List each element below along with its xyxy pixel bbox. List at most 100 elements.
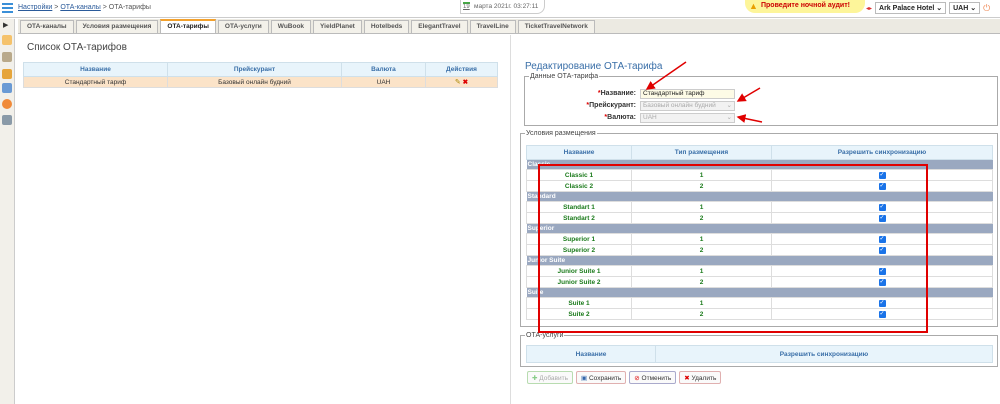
plus-icon: ✚ xyxy=(532,375,538,382)
home-icon[interactable] xyxy=(2,35,12,45)
cancel-label: Отменить xyxy=(641,375,672,382)
pricelist-label: *Прейскурант: xyxy=(586,102,636,109)
chart-icon[interactable] xyxy=(2,83,12,93)
sync-checkbox[interactable]: ✓ xyxy=(878,172,886,179)
sync-checkbox[interactable]: ✓ xyxy=(878,268,886,275)
services-legend: ОТА-услуги xyxy=(526,332,564,339)
date-display: 19 марта 2021г. 03:27:11 xyxy=(460,0,545,14)
sync-checkbox[interactable]: ✓ xyxy=(878,215,886,222)
breadcrumb-ota-channels[interactable]: ОТА-каналы xyxy=(60,4,101,11)
chat-icon[interactable] xyxy=(2,99,12,109)
save-button[interactable]: ▣ Сохранить xyxy=(576,371,627,384)
rate-data-fieldset: Данные ОТА-тарифа xyxy=(524,73,998,126)
breadcrumb-settings[interactable]: Настройки xyxy=(18,4,53,11)
group-row: Superior xyxy=(526,223,993,234)
delete-label: Удалить xyxy=(691,375,717,382)
settings-icon[interactable] xyxy=(2,115,12,125)
sync-checkbox[interactable]: ✓ xyxy=(878,183,886,190)
table-row: Classic 1 1 ✓ xyxy=(526,169,993,181)
table-header: Название Тип размещения Разрешить синхро… xyxy=(526,145,993,160)
delete-icon[interactable]: ✖ xyxy=(462,79,469,86)
header-controls: ◂▸ Ark Palace Hotel ⌄ UAH ⌄ ⏻ xyxy=(866,2,990,14)
tab-9[interactable]: TicketTravelNetwork xyxy=(517,20,595,33)
tab-8[interactable]: TravelLine xyxy=(469,20,516,33)
sync-checkbox[interactable]: ✓ xyxy=(878,311,886,318)
group-row: Junior Suite xyxy=(526,255,993,266)
ota-rates-table: Название Прейскурант Валюта Действия Ста… xyxy=(23,62,498,88)
sync-cell: ✓ xyxy=(771,180,993,192)
services-table: Название Разрешить синхронизацию xyxy=(526,345,993,363)
power-icon[interactable]: ⏻ xyxy=(983,2,991,13)
tab-2[interactable]: ОТА-тарифы xyxy=(160,19,216,33)
cancel-icon: ⊘ xyxy=(634,375,640,382)
expand-icon[interactable]: ▶ xyxy=(3,22,9,29)
room-type: 2 xyxy=(631,276,772,288)
tab-3[interactable]: ОТА-услуги xyxy=(217,20,269,33)
currency-value: UAH xyxy=(643,114,657,121)
currency-field-select[interactable]: UAH ⌄ xyxy=(640,113,735,123)
calendar-icon[interactable]: 19 xyxy=(463,2,470,10)
sync-checkbox[interactable]: ✓ xyxy=(878,279,886,286)
rate-data-legend: Данные ОТА-тарифа xyxy=(530,73,599,80)
cancel-button[interactable]: ⊘ Отменить xyxy=(629,371,677,384)
chevron-down-icon: ⌄ xyxy=(726,114,732,121)
rate-currency: UAH xyxy=(341,76,426,88)
table-row[interactable]: Стандартный тариф Базовый онлайн будний … xyxy=(23,76,498,88)
breadcrumb-separator: > xyxy=(100,4,109,11)
col-type: Тип размещения xyxy=(631,145,772,160)
table-header: Название Разрешить синхронизацию xyxy=(526,345,993,363)
tools-icon[interactable] xyxy=(2,52,12,62)
tab-bar: ОТА-каналы Условия размещения ОТА-тарифы ОТ… xyxy=(18,19,1000,34)
hotel-select-value: Ark Palace Hotel xyxy=(879,5,935,12)
tab-0[interactable]: ОТА-каналы xyxy=(20,20,74,33)
tab-7[interactable]: ElegantTravel xyxy=(411,20,468,33)
col-pricelist: Прейскурант xyxy=(167,62,342,77)
col-sync: Разрешить синхронизацию xyxy=(655,345,993,363)
group-row: Suite xyxy=(526,287,993,298)
conditions-fieldset: Условия размещения xyxy=(520,130,998,327)
add-button[interactable]: ✚ Добавить xyxy=(527,371,573,384)
table-row: Standart 2 2 ✓ xyxy=(526,212,993,224)
sync-cell: ✓ xyxy=(771,308,993,320)
tab-1[interactable]: Условия размещения xyxy=(75,20,159,33)
name-label-text: Название: xyxy=(600,90,636,97)
sync-checkbox[interactable]: ✓ xyxy=(878,300,886,307)
menu-icon[interactable] xyxy=(2,3,13,13)
currency-label-text: Валюта: xyxy=(607,114,636,121)
tab-4[interactable]: WuBook xyxy=(270,20,312,33)
group-name: Superior xyxy=(526,223,993,234)
currency-select[interactable]: UAH ⌄ xyxy=(949,2,981,14)
room-type: 2 xyxy=(631,212,772,224)
sync-checkbox[interactable]: ✓ xyxy=(878,247,886,254)
pricelist-select[interactable]: Базовый онлайн будний ⌄ xyxy=(640,101,735,111)
document-icon[interactable] xyxy=(2,69,12,79)
tab-6[interactable]: Hotelbeds xyxy=(363,20,410,33)
date-text: марта 2021г. 03:27:11 xyxy=(474,3,539,10)
delete-button[interactable]: ✖ Удалить xyxy=(679,371,722,384)
col-sync: Разрешить синхронизацию xyxy=(771,145,993,160)
table-row: Junior Suite 2 2 ✓ xyxy=(526,276,993,288)
table-header: Название Прейскурант Валюта Действия xyxy=(23,62,498,77)
table-row: Classic 2 2 ✓ xyxy=(526,180,993,192)
sync-cell: ✓ xyxy=(771,276,993,288)
group-name: Standard xyxy=(526,191,993,202)
hotel-select[interactable]: Ark Palace Hotel ⌄ xyxy=(875,2,947,14)
night-audit-alert[interactable]: ▲ Проведите ночной аудит! xyxy=(745,0,865,13)
edit-title: Редактирование ОТА-тарифа xyxy=(525,61,663,72)
conditions-table: Название Тип размещения Разрешить синхро… xyxy=(526,145,993,320)
conditions-legend: Условия размещения xyxy=(526,130,596,137)
name-input[interactable]: Стандартный тариф xyxy=(640,89,735,99)
breadcrumb-separator: > xyxy=(52,4,61,11)
sync-checkbox[interactable]: ✓ xyxy=(878,204,886,211)
tab-5[interactable]: YieldPlanet xyxy=(313,20,362,33)
list-title: Список ОТА-тарифов xyxy=(27,42,127,53)
pricelist-value: Базовый онлайн будний xyxy=(643,102,716,109)
rate-pricelist: Базовый онлайн будний xyxy=(167,76,342,88)
rate-name: Стандартный тариф xyxy=(23,76,168,88)
edit-icon[interactable]: ✎ xyxy=(454,79,461,86)
table-row: Suite 2 2 ✓ xyxy=(526,308,993,320)
panel-divider xyxy=(510,35,511,404)
swap-icon[interactable]: ◂▸ xyxy=(866,5,873,12)
warning-icon: ▲ xyxy=(749,1,758,11)
sync-checkbox[interactable]: ✓ xyxy=(878,236,886,243)
